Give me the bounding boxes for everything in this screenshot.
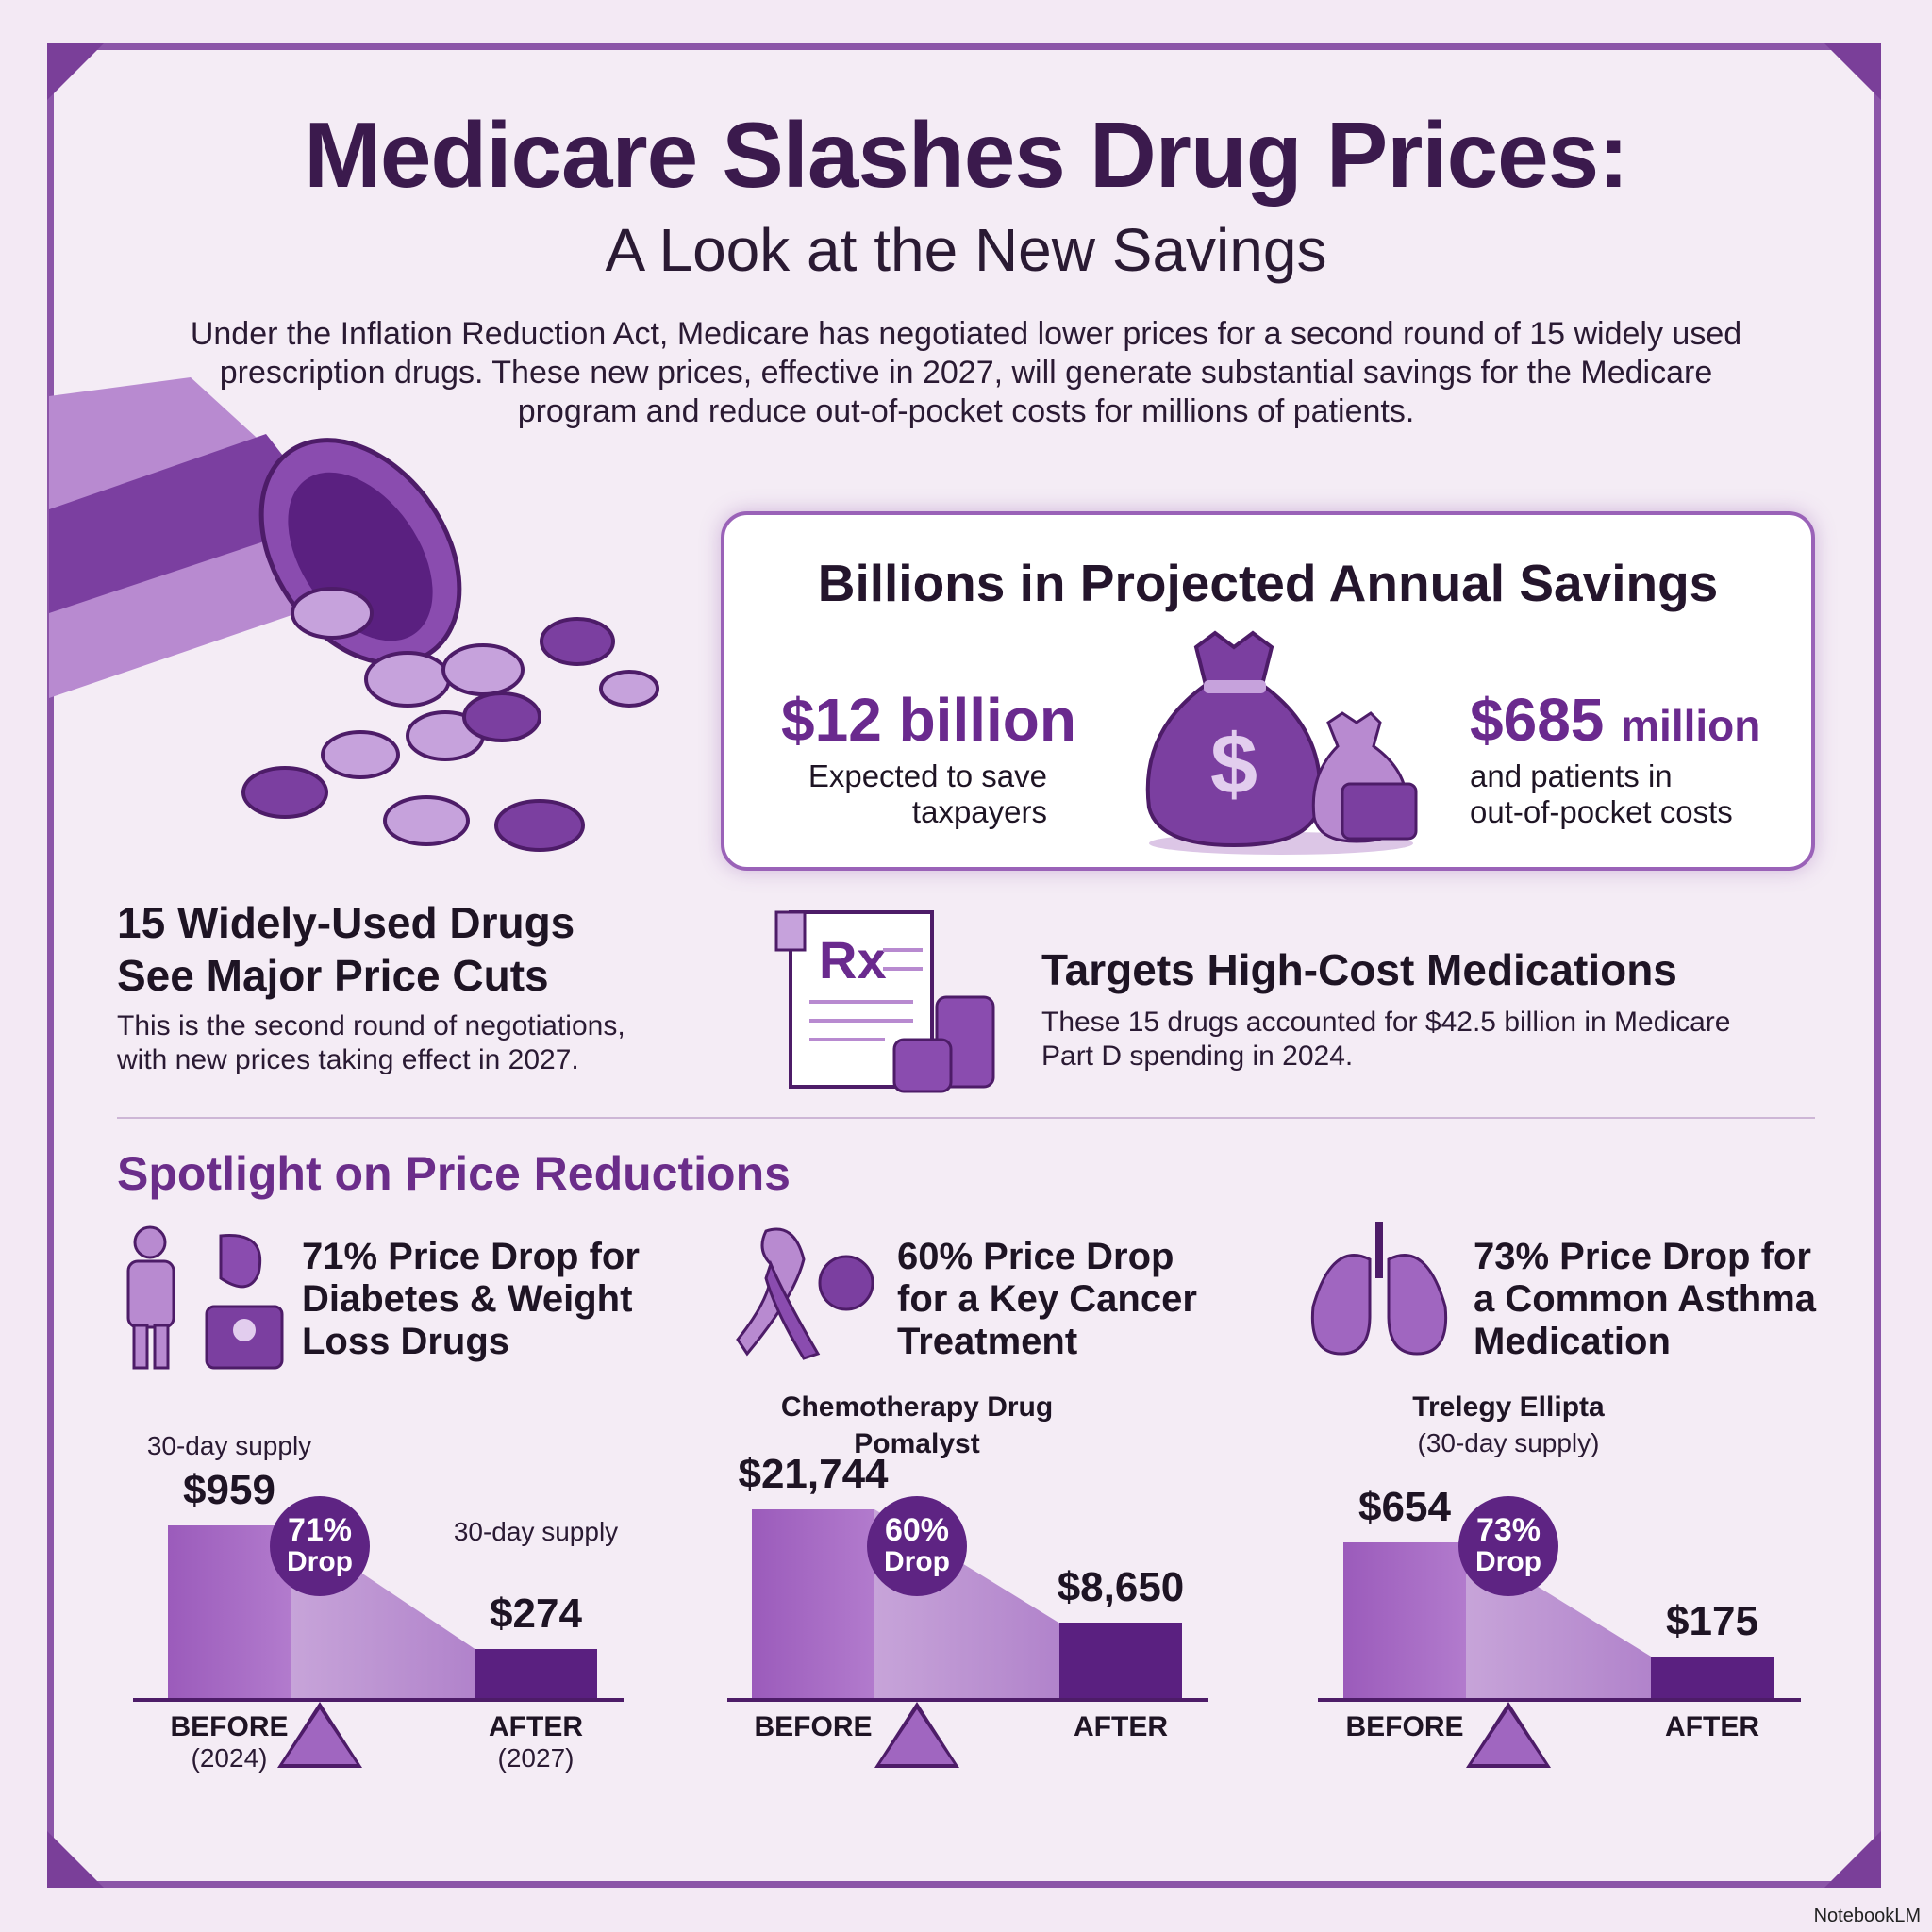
targets-text-line: These 15 drugs accounted for $42.5 billi… bbox=[1041, 1007, 1731, 1038]
taxpayer-text-line: Expected to save bbox=[808, 758, 1047, 793]
spotlight-heading-line: Medication bbox=[1474, 1321, 1671, 1362]
patient-savings-number: $685 bbox=[1470, 686, 1605, 754]
drug-note: (30-day supply) bbox=[1417, 1428, 1600, 1457]
after-price: $8,650 bbox=[1057, 1564, 1185, 1611]
before-year: (2024) bbox=[191, 1743, 268, 1773]
patient-text-line: and patients in bbox=[1470, 758, 1673, 793]
svg-text:$: $ bbox=[1210, 718, 1257, 812]
before-bar bbox=[752, 1509, 874, 1698]
baseline bbox=[727, 1698, 1208, 1702]
drugs-text: This is the second round of negotiations… bbox=[117, 1009, 625, 1077]
after-price: $274 bbox=[490, 1590, 582, 1637]
drop-percent: 71% bbox=[287, 1512, 353, 1548]
prescription-icon: Rx bbox=[774, 910, 995, 1093]
before-price: $959 bbox=[183, 1467, 275, 1513]
spotlight-heading-line: 71% Price Drop for bbox=[302, 1236, 640, 1277]
cancer-ribbon-icon bbox=[736, 1227, 874, 1360]
spotlight-heading-line: 60% Price Drop bbox=[897, 1236, 1174, 1277]
drug-name: Trelegy Ellipta bbox=[1412, 1391, 1605, 1423]
after-label: AFTER bbox=[1074, 1711, 1168, 1742]
after-bar bbox=[1059, 1623, 1182, 1698]
before-label: BEFORE bbox=[1345, 1711, 1464, 1742]
drugs-heading-line: See Major Price Cuts bbox=[117, 951, 549, 1000]
after-bar bbox=[1651, 1656, 1774, 1698]
spotlight-heading-line: Diabetes & Weight bbox=[302, 1278, 633, 1320]
money-bag-icon: $ bbox=[1145, 630, 1418, 855]
section-divider bbox=[117, 1117, 1815, 1119]
spotlight-heading-line: for a Key Cancer bbox=[897, 1278, 1197, 1320]
page-title: Medicare Slashes Drug Prices: bbox=[304, 103, 1629, 207]
patient-text-line: out-of-pocket costs bbox=[1470, 794, 1733, 829]
targets-text-line: Part D spending in 2024. bbox=[1041, 1041, 1354, 1072]
taxpayer-text-line: taxpayers bbox=[911, 794, 1047, 829]
drugs-heading: 15 Widely-Used Drugs See Major Price Cut… bbox=[117, 896, 575, 1002]
svg-text:Rx: Rx bbox=[819, 930, 887, 990]
drugs-text-line: with new prices taking effect in 2027. bbox=[117, 1044, 579, 1075]
drop-badge: 71% Drop bbox=[270, 1496, 370, 1596]
drop-label: Drop bbox=[287, 1546, 353, 1577]
lungs-icon bbox=[1310, 1222, 1448, 1356]
patient-savings-amount: $685 million bbox=[1470, 685, 1760, 755]
after-label: AFTER bbox=[489, 1711, 583, 1742]
corner-decorations bbox=[47, 43, 1881, 1888]
drug-note: Pomalyst bbox=[854, 1428, 980, 1459]
spotlight-heading-line: Treatment bbox=[897, 1321, 1078, 1362]
diabetes-weight-icon bbox=[126, 1225, 284, 1370]
spotlight-heading-line: a Common Asthma bbox=[1474, 1278, 1817, 1320]
spotlight-heading-line: Loss Drugs bbox=[302, 1321, 510, 1362]
targets-text: These 15 drugs accounted for $42.5 billi… bbox=[1041, 1006, 1730, 1074]
drop-label: Drop bbox=[1475, 1546, 1541, 1577]
after-price: $175 bbox=[1666, 1597, 1758, 1644]
drop-badge: 73% Drop bbox=[1458, 1496, 1558, 1596]
before-label: BEFORE bbox=[754, 1711, 873, 1742]
savings-heading: Billions in Projected Annual Savings bbox=[817, 554, 1719, 612]
before-label: BEFORE bbox=[170, 1711, 289, 1742]
before-supply-note: 30-day supply bbox=[146, 1431, 312, 1460]
after-supply-note: 30-day supply bbox=[453, 1516, 619, 1546]
spilled-pill-bottle-icon bbox=[49, 377, 659, 852]
page-subtitle: A Look at the New Savings bbox=[605, 216, 1327, 284]
baseline bbox=[133, 1698, 624, 1702]
taxpayer-savings-amount: $12 billion bbox=[781, 686, 1076, 754]
after-label: AFTER bbox=[1665, 1711, 1759, 1742]
intro-text: Under the Inflation Reduction Act, Medic… bbox=[190, 316, 1742, 429]
patient-savings-unit: million bbox=[1621, 701, 1761, 750]
before-bar bbox=[1343, 1542, 1466, 1698]
drop-percent: 60% bbox=[884, 1512, 950, 1548]
drugs-heading-line: 15 Widely-Used Drugs bbox=[117, 898, 575, 947]
spotlight-heading: Spotlight on Price Reductions bbox=[117, 1147, 791, 1200]
before-price: $654 bbox=[1358, 1484, 1451, 1530]
targets-heading: Targets High-Cost Medications bbox=[1041, 945, 1677, 994]
notebooklm-brand: NotebookLM bbox=[1813, 1906, 1921, 1926]
drop-badge: 60% Drop bbox=[867, 1496, 967, 1596]
before-price: $21,744 bbox=[738, 1451, 889, 1497]
after-year: (2027) bbox=[497, 1743, 575, 1773]
drug-name: Chemotherapy Drug bbox=[780, 1391, 1054, 1423]
drugs-text-line: This is the second round of negotiations… bbox=[117, 1010, 625, 1041]
patient-savings-text: and patients in out-of-pocket costs bbox=[1470, 758, 1733, 830]
drop-label: Drop bbox=[884, 1546, 950, 1577]
drop-percent: 73% bbox=[1475, 1512, 1541, 1548]
after-bar bbox=[475, 1648, 597, 1698]
savings-card: Billions in Projected Annual Savings $12… bbox=[721, 511, 1815, 871]
baseline bbox=[1318, 1698, 1801, 1702]
taxpayer-savings-text: Expected to save taxpayers bbox=[808, 758, 1047, 830]
spotlight-heading-line: 73% Price Drop for bbox=[1474, 1236, 1811, 1277]
